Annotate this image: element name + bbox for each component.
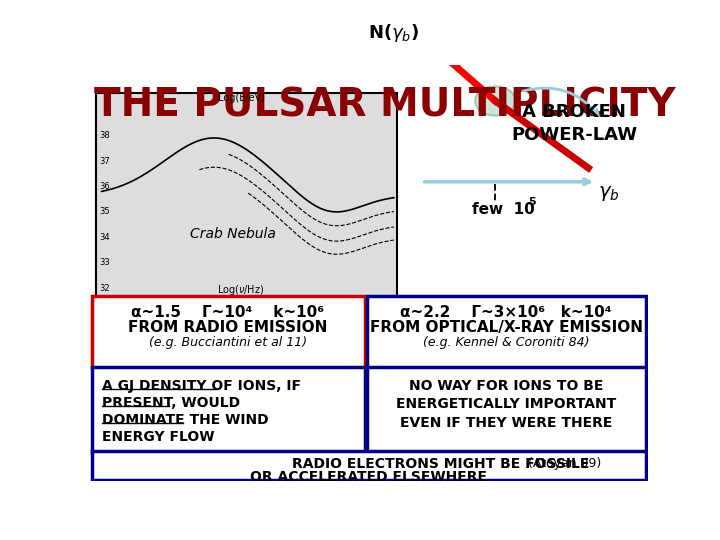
FancyBboxPatch shape — [92, 367, 365, 453]
Text: N($\gamma_b$): N($\gamma_b$) — [368, 22, 419, 44]
Text: (e.g. Bucciantini et al 11): (e.g. Bucciantini et al 11) — [149, 336, 307, 349]
Text: EVEN IF THEY WERE THERE: EVEN IF THEY WERE THERE — [400, 416, 613, 430]
FancyBboxPatch shape — [367, 296, 646, 368]
Text: FROM RADIO EMISSION: FROM RADIO EMISSION — [128, 320, 328, 335]
Text: Crab Nebula: Crab Nebula — [190, 227, 276, 241]
Text: DOMINATE THE WIND: DOMINATE THE WIND — [102, 413, 269, 427]
FancyBboxPatch shape — [92, 450, 646, 480]
Text: NO WAY FOR IONS TO BE: NO WAY FOR IONS TO BE — [409, 379, 603, 393]
FancyBboxPatch shape — [367, 367, 646, 453]
Text: A GJ DENSITY OF IONS, IF: A GJ DENSITY OF IONS, IF — [102, 379, 301, 393]
Text: (e.g. Kennel & Coroniti 84): (e.g. Kennel & Coroniti 84) — [423, 336, 590, 349]
Text: 33: 33 — [99, 258, 110, 267]
Text: 35: 35 — [99, 207, 110, 217]
Text: RADIO ELECTRONS MIGHT BE FOSSILE: RADIO ELECTRONS MIGHT BE FOSSILE — [292, 457, 589, 471]
Text: 38: 38 — [99, 131, 110, 140]
Text: ENERGY FLOW: ENERGY FLOW — [102, 430, 214, 444]
Text: (Atoyan 99): (Atoyan 99) — [528, 457, 601, 470]
Text: 32: 32 — [99, 284, 110, 293]
Text: 34: 34 — [99, 233, 110, 242]
Text: A BROKEN
POWER-LAW: A BROKEN POWER-LAW — [511, 103, 637, 144]
Text: 5: 5 — [528, 197, 536, 207]
Text: $\gamma_b$: $\gamma_b$ — [598, 184, 620, 203]
FancyBboxPatch shape — [96, 93, 397, 300]
Text: α~1.5    Γ~10⁴    k~10⁶: α~1.5 Γ~10⁴ k~10⁶ — [132, 305, 325, 320]
Text: 37: 37 — [99, 157, 110, 166]
Text: ENERGETICALLY IMPORTANT: ENERGETICALLY IMPORTANT — [396, 397, 616, 411]
Text: Log($\nu$/Hz): Log($\nu$/Hz) — [217, 282, 265, 296]
Text: OR ACCELERATED ELSEWHERE: OR ACCELERATED ELSEWHERE — [251, 470, 487, 484]
Text: few  10: few 10 — [472, 202, 535, 217]
Text: α~2.2    Γ~3×10⁶   k~10⁴: α~2.2 Γ~3×10⁶ k~10⁴ — [400, 305, 612, 320]
Text: THE PULSAR MULTIPLICITY: THE PULSAR MULTIPLICITY — [94, 86, 675, 124]
Text: PRESENT, WOULD: PRESENT, WOULD — [102, 396, 240, 410]
Text: Log(E/eV): Log(E/eV) — [217, 93, 265, 103]
FancyBboxPatch shape — [92, 296, 365, 368]
Ellipse shape — [475, 86, 516, 116]
Text: FROM OPTICAL/X-RAY EMISSION: FROM OPTICAL/X-RAY EMISSION — [369, 320, 643, 335]
Text: 36: 36 — [99, 182, 110, 191]
